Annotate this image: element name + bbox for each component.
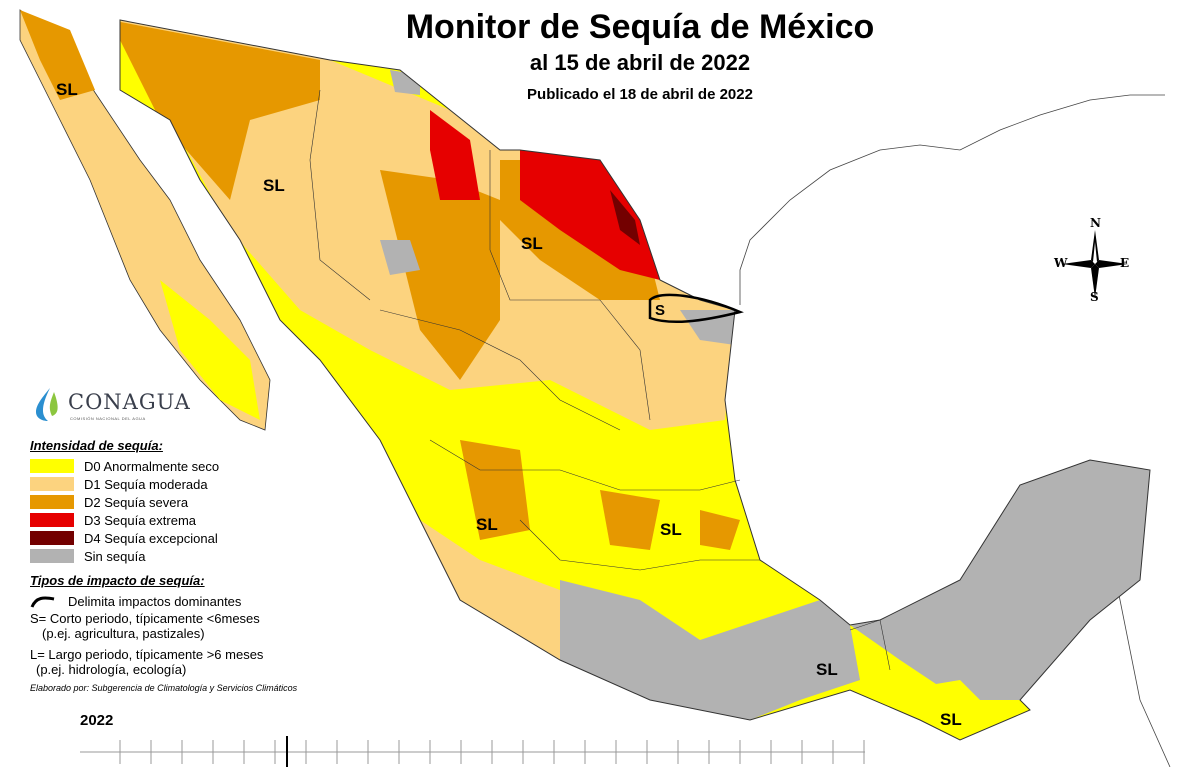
compass-north: N bbox=[1090, 216, 1101, 230]
map-label: SL bbox=[521, 234, 543, 253]
legend-item: Sin sequía bbox=[30, 547, 350, 565]
compass-south: S bbox=[1090, 290, 1099, 304]
timeline bbox=[80, 736, 865, 767]
impact-outline bbox=[648, 293, 744, 324]
map-label: SL bbox=[263, 176, 285, 195]
map-label: SL bbox=[940, 710, 962, 729]
short-term-example: (p.ej. agricultura, pastizales) bbox=[42, 626, 205, 641]
compass-rose: N S E W bbox=[1050, 216, 1140, 304]
map-title: Monitor de Sequía de México bbox=[405, 8, 875, 46]
compass-east: E bbox=[1120, 256, 1130, 270]
legend-label: D1 Sequía moderada bbox=[84, 476, 208, 492]
map-label: S bbox=[655, 302, 666, 319]
map-label: SL bbox=[476, 515, 498, 534]
legend-item: D4 Sequía excepcional bbox=[30, 529, 350, 547]
legend-label: D3 Sequía extrema bbox=[84, 512, 197, 528]
long-term-example: (p.ej. hidrología, ecología) bbox=[36, 662, 187, 677]
legend-items: D0 Anormalmente seco D1 Sequía moderada … bbox=[30, 457, 350, 565]
map-label: SL bbox=[660, 520, 682, 539]
legend-label: D0 Anormalmente seco bbox=[84, 458, 220, 474]
impact-heading: Tipos de impacto de sequía: bbox=[30, 573, 205, 588]
credit: Elaborado por: Subgerencia de Climatolog… bbox=[30, 683, 298, 693]
legend-item: D2 Sequía severa bbox=[30, 493, 350, 511]
timeline-year: 2022 bbox=[80, 712, 114, 729]
water-drop-icon bbox=[36, 388, 58, 421]
logo-name: CONAGUA bbox=[68, 390, 191, 414]
impact-line-row: Delimita impactos dominantes bbox=[30, 594, 350, 609]
legend-swatch bbox=[30, 531, 74, 545]
baja-california bbox=[19, 9, 271, 431]
legend-label: Sin sequía bbox=[84, 548, 146, 564]
legend-item: D0 Anormalmente seco bbox=[30, 457, 350, 475]
long-term-definition: L= Largo periodo, típicamente >6 meses bbox=[30, 647, 264, 662]
compass-west: W bbox=[1054, 256, 1068, 270]
impact-line-icon bbox=[30, 596, 55, 608]
legend: Intensidad de sequía: D0 Anormalmente se… bbox=[30, 438, 350, 693]
state-borders bbox=[309, 89, 891, 671]
impact-line-label: Delimita impactos dominantes bbox=[68, 594, 242, 609]
map-label: SL bbox=[56, 80, 78, 99]
legend-swatch bbox=[30, 459, 74, 473]
logo-subtitle: COMISIÓN NACIONAL DEL AGUA bbox=[70, 416, 146, 421]
legend-swatch bbox=[30, 549, 74, 563]
legend-label: D2 Sequía severa bbox=[84, 494, 189, 510]
legend-item: D1 Sequía moderada bbox=[30, 475, 350, 493]
publication-date: Publicado el 18 de abril de 2022 bbox=[527, 86, 753, 103]
legend-heading: Intensidad de sequía: bbox=[30, 438, 163, 453]
map-subtitle: al 15 de abril de 2022 bbox=[529, 50, 751, 75]
map-label: SL bbox=[816, 660, 838, 679]
short-term-definition: S= Corto periodo, típicamente <6meses bbox=[30, 611, 260, 626]
legend-item: D3 Sequía extrema bbox=[30, 511, 350, 529]
compass-star-icon bbox=[1062, 230, 1128, 298]
legend-label: D4 Sequía excepcional bbox=[84, 530, 218, 546]
conagua-logo: CONAGUA COMISIÓN NACIONAL DEL AGUA bbox=[32, 386, 232, 426]
legend-swatch bbox=[30, 495, 74, 509]
legend-swatch bbox=[30, 477, 74, 491]
legend-swatch bbox=[30, 513, 74, 527]
